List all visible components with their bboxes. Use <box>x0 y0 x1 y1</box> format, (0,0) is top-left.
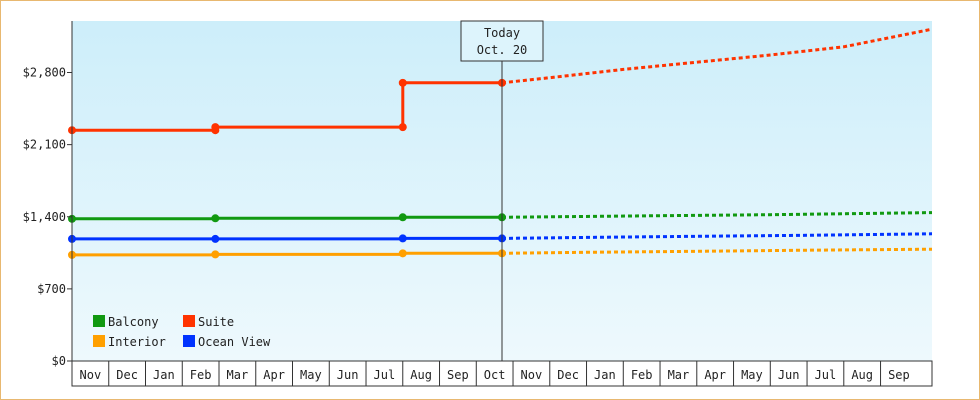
legend-swatch-balcony <box>93 315 105 327</box>
x-tick-label: Jun <box>778 368 800 382</box>
legend-label-balcony: Balcony <box>108 315 159 329</box>
y-tick-label: $0 <box>52 354 66 368</box>
series-balcony-point-2 <box>398 213 407 222</box>
series-balcony-point-1 <box>211 214 220 223</box>
x-tick-label: Nov <box>521 368 543 382</box>
x-tick-label: Oct <box>484 368 506 382</box>
series-suite-point-2 <box>211 123 220 132</box>
x-tick-label: Apr <box>263 368 285 382</box>
series-suite-line <box>72 81 502 132</box>
x-tick-label: Feb <box>190 368 212 382</box>
series-suite-point-3 <box>398 123 407 132</box>
y-tick-label: $700 <box>37 282 66 296</box>
legend-swatch-interior <box>93 335 105 347</box>
series-ocean-view-point-2 <box>398 234 407 243</box>
x-tick-label: Jan <box>594 368 616 382</box>
series-ocean-view-forecast-line <box>501 232 933 240</box>
legend-label-interior: Interior <box>108 335 166 349</box>
x-tick-label: Mar <box>668 368 690 382</box>
today-box <box>460 20 544 62</box>
today-date: Oct. 20 <box>477 43 528 57</box>
series-suite-point-4 <box>398 78 407 87</box>
x-tick-label: May <box>300 368 322 382</box>
x-tick-label: May <box>741 368 763 382</box>
y-tick-label: $2,100 <box>23 138 66 152</box>
series-interior-point-2 <box>398 249 407 258</box>
x-tick-label: Jul <box>815 368 837 382</box>
series-balcony-line <box>72 215 502 221</box>
axes-layer: Today Oct. 20 $0 $700 $1,400 $2,100 $2,800 Nov D… <box>23 20 933 387</box>
today-label: Today <box>484 26 520 40</box>
series-interior-point-1 <box>211 250 220 259</box>
x-tick-label: Apr <box>704 368 726 382</box>
x-tick-label: Nov <box>80 368 102 382</box>
series-layer <box>68 27 933 259</box>
x-tick-label: Jun <box>337 368 359 382</box>
x-tick-label: Dec <box>557 368 579 382</box>
x-tick-label: Sep <box>888 368 910 382</box>
x-tick-label: Aug <box>410 368 432 382</box>
series-interior-forecast-line <box>501 247 933 255</box>
series-ocean-view-line <box>72 236 502 241</box>
legend-swatch-suite <box>183 315 195 327</box>
x-tick-label: Aug <box>851 368 873 382</box>
legend: Balcony Suite Interior Ocean View <box>93 315 271 349</box>
x-tick-label: Jul <box>374 368 396 382</box>
legend-swatch-ocean-view <box>183 335 195 347</box>
x-tick-label: Jan <box>153 368 175 382</box>
y-tick-label: $2,800 <box>23 66 66 80</box>
y-tick-label: $1,400 <box>23 210 66 224</box>
x-tick-label: Feb <box>631 368 653 382</box>
series-balcony-forecast-line <box>501 211 933 219</box>
x-axis-band <box>71 360 933 387</box>
series-ocean-view-point-1 <box>211 234 220 243</box>
series-interior-line <box>72 251 502 257</box>
legend-label-suite: Suite <box>198 315 234 329</box>
legend-label-ocean-view: Ocean View <box>198 335 271 349</box>
x-tick-label: Dec <box>116 368 138 382</box>
x-tick-label: Sep <box>447 368 469 382</box>
x-tick-label: Mar <box>227 368 249 382</box>
series-suite-forecast-line <box>501 27 933 85</box>
